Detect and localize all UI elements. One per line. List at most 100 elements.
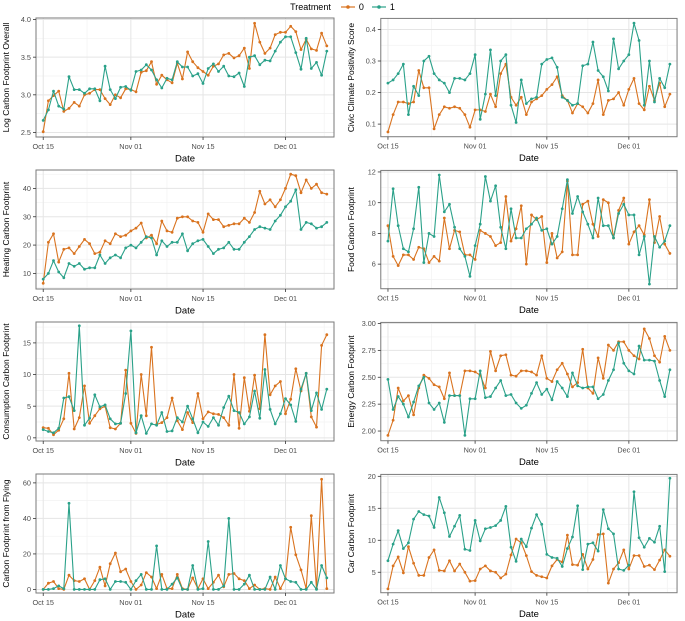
chart-consumption-carbon-footprint: 0 5 10 15 Oct 15 Nov 01 Nov 15 Dec 01 Date Consum… — [0, 317, 345, 469]
chart-canvas: 0 5 10 15 Oct 15 Nov 01 Nov 15 Dec 01 Date Consum… — [1, 321, 335, 469]
svg-text:0.2: 0.2 — [366, 88, 376, 97]
legend-item-label: 0 — [358, 1, 364, 12]
svg-text:20: 20 — [23, 241, 31, 250]
svg-text:0.1: 0.1 — [366, 120, 376, 129]
legend-key-line-dot-icon — [340, 4, 355, 9]
svg-text:2.50: 2.50 — [362, 373, 376, 382]
svg-text:Date: Date — [519, 305, 539, 316]
svg-text:10: 10 — [23, 370, 31, 379]
svg-text:Nov 15: Nov 15 — [535, 294, 558, 303]
chart-food-carbon-footprint: 6 8 10 12 Oct 15 Nov 01 Nov 15 Dec 01 Date Food C… — [345, 165, 685, 317]
svg-text:40: 40 — [23, 184, 31, 193]
svg-text:3.5: 3.5 — [21, 53, 31, 62]
svg-text:Oct 15: Oct 15 — [377, 598, 398, 607]
legend-title: Treatment — [290, 1, 331, 12]
svg-text:Oct 15: Oct 15 — [377, 446, 398, 455]
svg-text:3.00: 3.00 — [362, 319, 376, 328]
svg-text:0: 0 — [27, 585, 31, 594]
svg-text:Nov 15: Nov 15 — [535, 446, 558, 455]
svg-text:Nov 15: Nov 15 — [191, 142, 214, 151]
chart-canvas: 2.5 3.0 3.5 4.0 Oct 15 Nov 01 Nov 15 Dec 01 Date… — [1, 15, 335, 165]
svg-text:0.3: 0.3 — [366, 57, 376, 66]
svg-text:Oct 15: Oct 15 — [32, 294, 54, 303]
svg-text:Dec 01: Dec 01 — [617, 294, 640, 303]
chart-canvas: 0 20 40 60 Oct 15 Nov 01 Nov 15 Dec 01 Date Carbo… — [1, 473, 335, 621]
svg-text:Carbon Footprint from Flying: Carbon Footprint from Flying — [1, 479, 11, 587]
svg-text:12: 12 — [368, 168, 376, 177]
chart-canvas: 6 8 10 12 Oct 15 Nov 01 Nov 15 Dec 01 Date Food C… — [346, 168, 678, 316]
svg-text:Oct 15: Oct 15 — [32, 142, 54, 151]
chart-grid: 2.5 3.0 3.5 4.0 Oct 15 Nov 01 Nov 15 Dec 01 Date… — [0, 13, 685, 621]
svg-text:2.5: 2.5 — [21, 128, 31, 137]
svg-text:10: 10 — [368, 536, 376, 545]
svg-text:15: 15 — [23, 338, 31, 347]
svg-text:Nov 01: Nov 01 — [119, 446, 142, 455]
svg-text:Dec 01: Dec 01 — [274, 446, 297, 455]
chart-car-carbon-footprint: 5 10 15 20 Oct 15 Nov 01 Nov 15 Dec 01 Date Car C… — [345, 469, 685, 621]
svg-text:5: 5 — [372, 568, 376, 577]
chart-canvas: 2.00 2.25 2.50 2.75 3.00 Oct 15 Nov 01 Nov 15 De… — [346, 319, 678, 468]
svg-text:2.00: 2.00 — [362, 427, 376, 436]
svg-text:Nov 15: Nov 15 — [191, 598, 214, 607]
svg-text:Date: Date — [519, 153, 539, 164]
chart-carbon-footprint-from-flying: 0 20 40 60 Oct 15 Nov 01 Nov 15 Dec 01 Date Carbo… — [0, 469, 345, 621]
svg-text:Dec 01: Dec 01 — [274, 142, 297, 151]
svg-text:Date: Date — [175, 154, 195, 165]
svg-text:Date: Date — [175, 610, 195, 621]
svg-text:Food Carbon Footprint: Food Carbon Footprint — [346, 186, 356, 272]
svg-text:Date: Date — [175, 458, 195, 469]
chart-energy-carbon-footprint: 2.00 2.25 2.50 2.75 3.00 Oct 15 Nov 01 Nov 15 De… — [345, 317, 685, 469]
chart-log-carbon-footprint-overall: 2.5 3.0 3.5 4.0 Oct 15 Nov 01 Nov 15 Dec 01 Date… — [0, 13, 345, 165]
chart-canvas: 10 20 30 40 Oct 15 Nov 01 Nov 15 Dec 01 Date Heat… — [1, 169, 335, 317]
svg-text:Date: Date — [519, 457, 539, 468]
svg-text:Oct 15: Oct 15 — [32, 446, 54, 455]
svg-text:Nov 01: Nov 01 — [464, 598, 487, 607]
svg-text:Nov 01: Nov 01 — [119, 142, 142, 151]
svg-text:60: 60 — [23, 478, 31, 487]
svg-text:Oct 15: Oct 15 — [377, 142, 398, 151]
svg-text:Nov 01: Nov 01 — [119, 294, 142, 303]
svg-text:10: 10 — [368, 198, 376, 207]
svg-text:Energy Carbon Footprint: Energy Carbon Footprint — [346, 335, 356, 428]
chart-canvas: 0.1 0.2 0.3 0.4 Oct 15 Nov 01 Nov 15 Dec 01 Date… — [346, 17, 678, 164]
svg-text:Nov 15: Nov 15 — [191, 294, 214, 303]
svg-text:Oct 15: Oct 15 — [377, 294, 398, 303]
svg-text:40: 40 — [23, 514, 31, 523]
svg-text:Nov 01: Nov 01 — [464, 142, 487, 151]
svg-text:30: 30 — [23, 212, 31, 221]
svg-text:20: 20 — [23, 550, 31, 559]
svg-text:Dec 01: Dec 01 — [617, 142, 640, 151]
legend-item-treatment-0: 0 — [340, 2, 364, 12]
legend: Treatment 0 1 — [0, 0, 685, 13]
svg-text:Date: Date — [519, 609, 539, 620]
svg-text:Log Carbon Footprint Overall: Log Carbon Footprint Overall — [1, 23, 11, 133]
svg-text:Dec 01: Dec 01 — [617, 446, 640, 455]
svg-text:Oct 15: Oct 15 — [32, 598, 54, 607]
svg-text:Consumption Carbon Footprint: Consumption Carbon Footprint — [1, 323, 11, 440]
chart-civic-climate-positivity-score: 0.1 0.2 0.3 0.4 Oct 15 Nov 01 Nov 15 Dec 01 Date… — [345, 13, 685, 165]
svg-text:Nov 01: Nov 01 — [464, 294, 487, 303]
svg-text:0: 0 — [27, 433, 31, 442]
svg-text:Nov 01: Nov 01 — [464, 446, 487, 455]
svg-text:3.0: 3.0 — [21, 90, 31, 99]
svg-text:Dec 01: Dec 01 — [617, 598, 640, 607]
svg-text:Date: Date — [175, 306, 195, 317]
svg-text:6: 6 — [372, 260, 376, 269]
svg-text:Dec 01: Dec 01 — [274, 598, 297, 607]
svg-text:Nov 15: Nov 15 — [535, 598, 558, 607]
svg-text:2.75: 2.75 — [362, 346, 376, 355]
svg-text:Nov 15: Nov 15 — [191, 446, 214, 455]
legend-item-label: 1 — [389, 1, 395, 12]
svg-text:Civic Climate Positivity Score: Civic Climate Positivity Score — [346, 23, 356, 133]
svg-text:5: 5 — [27, 402, 31, 411]
svg-text:8: 8 — [372, 229, 376, 238]
svg-text:Heating Carbon Footprint: Heating Carbon Footprint — [1, 181, 11, 277]
svg-text:10: 10 — [23, 269, 31, 278]
chart-heating-carbon-footprint: 10 20 30 40 Oct 15 Nov 01 Nov 15 Dec 01 Date Heat… — [0, 165, 345, 317]
legend-item-treatment-1: 1 — [371, 2, 395, 12]
svg-text:Dec 01: Dec 01 — [274, 294, 297, 303]
svg-text:Car Carbon Footprint: Car Carbon Footprint — [346, 493, 356, 573]
svg-text:4.0: 4.0 — [21, 15, 31, 24]
legend-key-line-dot-icon — [371, 4, 386, 9]
